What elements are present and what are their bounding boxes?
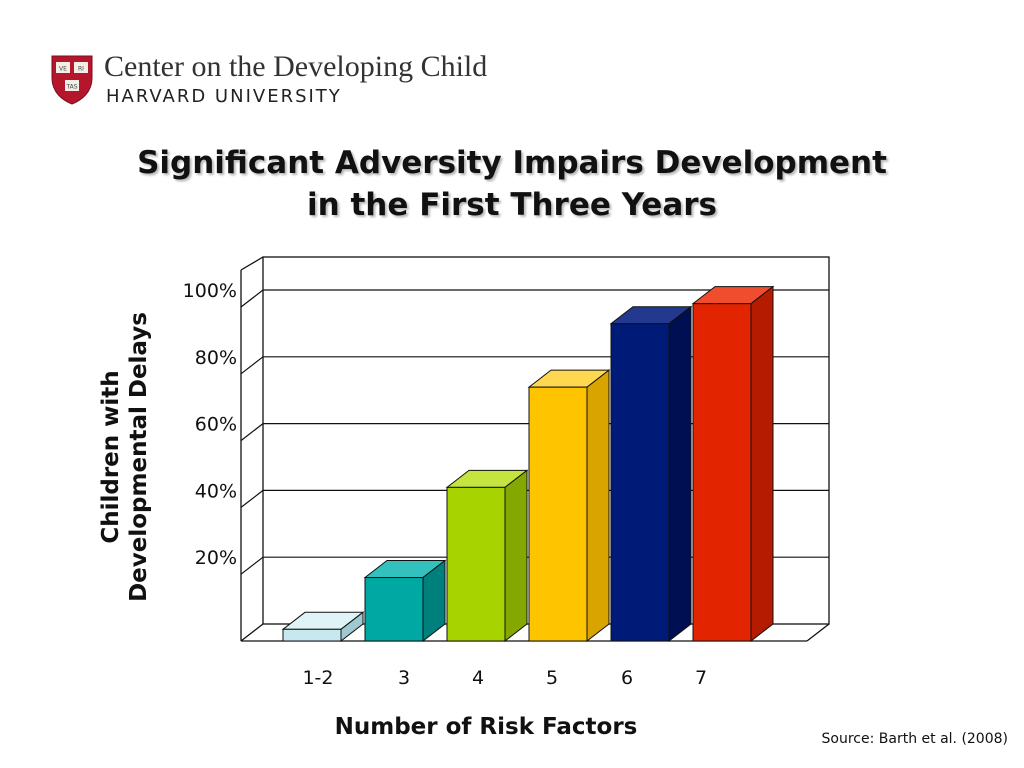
- x-tick-labels: 1-2 3 4 5 6 7: [302, 667, 707, 689]
- y-axis-label-line-1: Children with: [98, 370, 124, 543]
- y-tick-label: 100%: [183, 280, 237, 302]
- x-axis-label: Number of Risk Factors: [335, 714, 638, 740]
- bar-front: [528, 386, 588, 642]
- bar-1-2: [281, 611, 365, 643]
- x-tick-label: 5: [546, 667, 558, 689]
- chart-title-line-2: in the First Three Years: [307, 187, 717, 223]
- bar-front: [692, 303, 752, 642]
- org-subtitle: HARVARD UNIVERSITY: [106, 86, 342, 107]
- harvard-shield-logo: VE RI TAS: [51, 55, 93, 105]
- bar-front: [446, 486, 506, 642]
- source-note: Source: Barth et al. (2008): [821, 731, 1008, 747]
- x-tick-label: 3: [398, 667, 410, 689]
- bar-side: [504, 469, 528, 643]
- y-tick-label: 80%: [195, 347, 237, 369]
- chart-title: Significant Adversity Impairs Developmen…: [0, 142, 1024, 226]
- bar-front: [610, 323, 670, 642]
- y-axis-label: Children with Developmental Delays: [98, 312, 152, 602]
- y-tick-label: 40%: [195, 480, 237, 502]
- chart-title-line-1: Significant Adversity Impairs Developmen…: [137, 145, 887, 181]
- shield-text-2: RI: [78, 66, 84, 73]
- bar-series: [281, 285, 775, 643]
- y-tick-label: 60%: [195, 414, 237, 436]
- shield-text-3: TAS: [65, 84, 77, 91]
- bar-side: [750, 285, 774, 643]
- y-axis-label-line-2: Developmental Delays: [126, 312, 152, 602]
- bar-side: [586, 369, 610, 643]
- bar-front: [364, 577, 424, 642]
- org-name: Center on the Developing Child: [104, 50, 488, 83]
- x-tick-label: 7: [695, 667, 707, 689]
- bar-5: [527, 369, 611, 643]
- bar-7: [691, 285, 775, 643]
- y-tick-label: 20%: [195, 547, 237, 569]
- bar-3: [363, 559, 447, 643]
- org-brand: VE RI TAS Center on the Developing Child…: [50, 50, 520, 112]
- bar-front: [282, 628, 342, 642]
- bar-side: [668, 305, 692, 643]
- shield-text-1: VE: [59, 66, 67, 73]
- y-tick-labels: 20% 40% 60% 80% 100%: [183, 280, 237, 569]
- x-tick-label: 1-2: [302, 667, 333, 689]
- x-tick-label: 6: [621, 667, 633, 689]
- bar-6: [609, 305, 693, 643]
- x-tick-label: 4: [472, 667, 484, 689]
- bar-4: [445, 469, 529, 643]
